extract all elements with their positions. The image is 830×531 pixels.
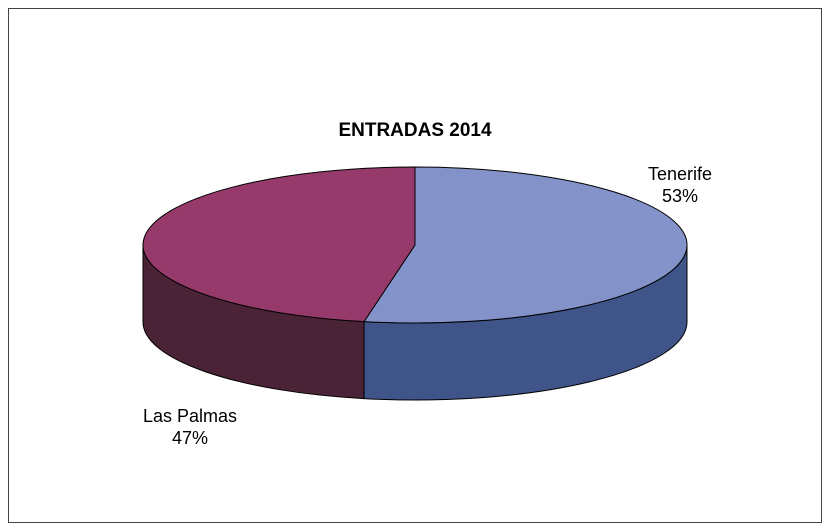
slice-value-label: 53% <box>662 186 698 206</box>
slice-label: Las Palmas <box>143 406 237 426</box>
slice-label: Tenerife <box>648 164 712 184</box>
pie-slice <box>363 166 688 324</box>
chart-title: ENTRADAS 2014 <box>338 120 492 141</box>
slice-value-label: 47% <box>172 428 208 448</box>
pie-slice <box>142 166 416 323</box>
